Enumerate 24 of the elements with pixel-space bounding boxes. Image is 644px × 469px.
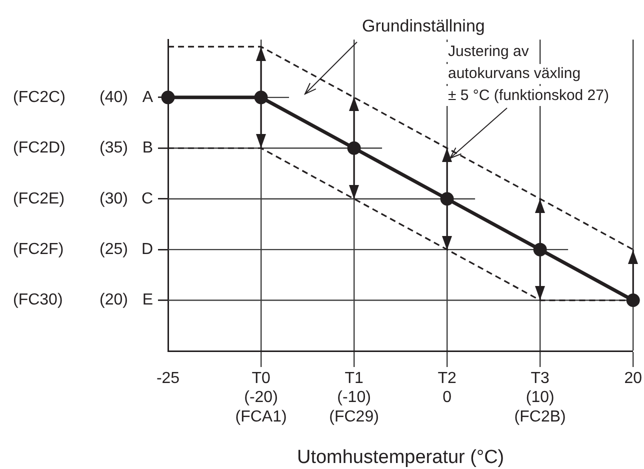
text: C: [141, 190, 153, 208]
y-tick-label: (25): [100, 240, 128, 258]
text: (FC2E): [13, 190, 65, 208]
x-tick-label: -25: [156, 370, 180, 388]
y-tick-label: (40): [100, 88, 128, 106]
x-tick-label: 20: [624, 370, 642, 388]
y-tick-label: (35): [100, 140, 128, 157]
text: E: [142, 292, 153, 309]
annotation: Justering av autokurvans växling ± 5 °C (funktionskod 27): [448, 43, 609, 104]
x-tick-label: T0 (-20) (FCA1): [235, 370, 287, 426]
text: (FC2F): [13, 240, 64, 258]
text: D: [141, 240, 153, 258]
x-axis-title: Utomhustemperatur (°C): [296, 446, 504, 468]
x-tick-label: T2 0: [438, 370, 456, 406]
text: Grundinställning: [362, 16, 485, 36]
y-tick-label: (30): [100, 190, 128, 208]
x-tick-label: T1 (-10) (FC29): [329, 370, 379, 426]
text: A: [142, 88, 154, 106]
text: B: [142, 140, 153, 157]
y-tick-label: (20): [100, 292, 128, 309]
text: (FC2C): [13, 88, 66, 106]
text: (FC2D): [13, 140, 66, 157]
x-tick-label: T3 (10) (FC2B): [514, 370, 566, 426]
text: (FC30): [13, 292, 63, 309]
